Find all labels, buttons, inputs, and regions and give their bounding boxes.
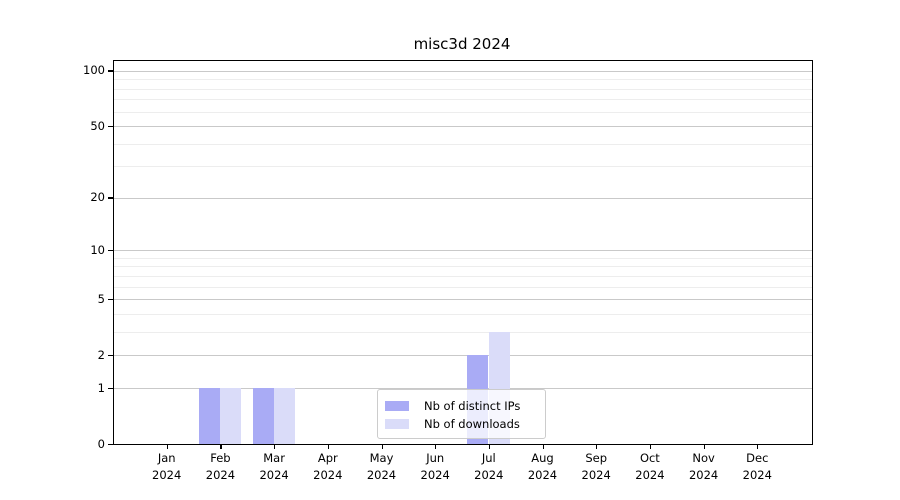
bar-downloads-mar [273,387,296,444]
x-tick [274,444,276,450]
gridline-major [114,126,812,127]
x-tick [327,444,329,450]
gridline-minor [114,286,812,288]
x-tick-label: Aug 2024 [527,451,558,482]
bar-downloads-feb [220,387,242,444]
legend-item-distinct-ips: Nb of distinct IPs [378,397,545,415]
gridline-major [114,250,812,252]
gridline-minor [114,331,812,333]
gridline-minor [114,88,812,90]
y-tick [108,443,113,445]
x-tick-label: Feb 2024 [205,451,236,482]
y-tick-label: 20 [90,190,105,205]
gridline-minor [114,111,812,113]
legend-label-distinct-ips: Nb of distinct IPs [424,399,521,413]
y-tick-label: 0 [97,436,105,451]
y-tick-label: 1 [97,380,105,395]
x-tick-label: Nov 2024 [688,451,719,482]
x-tick [703,444,705,450]
gridline-major [114,70,812,72]
legend-swatch-distinct-ips [385,401,409,411]
plot-area [113,60,813,445]
x-tick [542,444,544,450]
gridline-major [114,387,812,389]
gridline-major [114,355,812,357]
chart-title: misc3d 2024 [413,35,511,53]
gridline-minor [114,257,812,259]
gridline-major [114,197,812,199]
y-tick [108,197,113,199]
x-tick [381,444,383,450]
y-tick [108,387,113,389]
y-tick [108,298,113,300]
x-tick-label: Jan 2024 [152,451,182,482]
y-tick [108,70,113,72]
legend: Nb of distinct IPs Nb of downloads [377,389,546,439]
y-tick-label: 100 [83,63,105,78]
gridline-minor [114,166,812,168]
gridline-minor [114,143,812,145]
gridline-minor [114,275,812,277]
bar-distinct-ips-mar [252,387,274,444]
legend-label-downloads: Nb of downloads [424,417,520,431]
gridline-minor [114,266,812,268]
x-tick [596,444,598,450]
x-tick-label: Jun 2024 [420,451,450,482]
y-tick [108,125,113,127]
x-tick-label: Oct 2024 [635,451,665,482]
x-tick [757,444,759,450]
gridline-minor [114,313,812,315]
x-tick [649,444,652,450]
x-tick [166,444,168,450]
x-tick-label: Dec 2024 [742,451,772,482]
x-tick-label: Apr 2024 [313,451,343,482]
y-tick-label: 50 [90,118,105,133]
x-tick-label: Sep 2024 [581,451,611,482]
y-tick [108,249,113,251]
y-tick [108,354,113,356]
y-tick-label: 2 [97,347,105,362]
legend-item-downloads: Nb of downloads [378,415,545,433]
gridline-minor [114,79,812,81]
gridline-major [114,299,812,301]
y-tick-label: 5 [97,291,105,306]
bar-distinct-ips-feb [198,387,221,444]
gridline-minor [114,99,812,101]
x-tick [435,444,437,450]
x-tick-label: Jul 2024 [474,451,504,482]
legend-swatch-downloads [385,419,409,429]
x-tick-label: Mar 2024 [259,451,289,482]
x-tick [220,444,222,450]
x-tick [488,444,490,450]
y-tick-label: 10 [90,242,105,257]
x-tick-label: May 2024 [366,451,397,482]
